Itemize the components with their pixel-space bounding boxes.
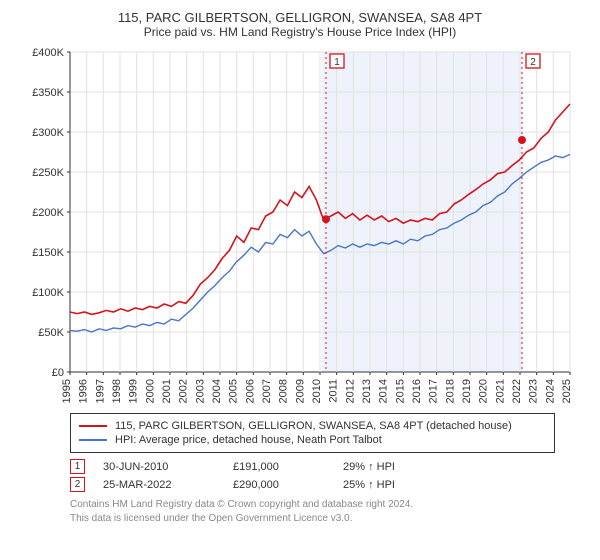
- x-axis-label: 2006: [244, 379, 256, 403]
- x-axis-label: 1998: [111, 379, 123, 403]
- sales-table: 1 30-JUN-2010£191,00029% ↑ HPI 2 25-MAR-202…: [70, 459, 555, 492]
- footer-line-2: This data is licensed under the Open Gov…: [70, 512, 555, 526]
- x-axis-label: 2022: [511, 379, 523, 403]
- x-axis-label: 2000: [144, 379, 156, 403]
- y-axis-label: £400K: [32, 47, 64, 59]
- sale-marker-label: 1: [334, 57, 340, 68]
- x-axis-label: 1995: [61, 379, 73, 403]
- x-axis-label: 2004: [211, 379, 223, 403]
- x-axis-label: 2016: [411, 379, 423, 403]
- x-axis-label: 2012: [344, 379, 356, 403]
- chart-subtitle: Price paid vs. HM Land Registry's House …: [10, 25, 590, 39]
- x-axis-label: 2015: [394, 379, 406, 403]
- x-axis-label: 2019: [461, 379, 473, 403]
- legend-swatch: [79, 439, 107, 441]
- sale-date: 30-JUN-2010: [103, 461, 233, 473]
- y-axis-label: £350K: [32, 87, 64, 99]
- sale-price: £290,000: [233, 479, 343, 491]
- x-axis-label: 2018: [444, 379, 456, 403]
- x-axis-label: 2003: [194, 379, 206, 403]
- sale-date: 25-MAR-2022: [103, 479, 233, 491]
- x-axis-label: 2001: [161, 379, 173, 403]
- x-axis-label: 2024: [544, 379, 556, 403]
- legend-row: 115, PARC GILBERTSON, GELLIGRON, SWANSEA…: [79, 420, 546, 432]
- sale-price: £191,000: [233, 461, 343, 473]
- y-axis-label: £150K: [32, 247, 64, 259]
- legend-label: 115, PARC GILBERTSON, GELLIGRON, SWANSEA…: [115, 420, 512, 432]
- sale-note: 25% ↑ HPI: [343, 479, 395, 491]
- sale-marker-label: 2: [530, 57, 536, 68]
- sale-marker-box: 2: [70, 477, 85, 492]
- x-axis-label: 2007: [261, 379, 273, 403]
- chart-area: £0 £50K £100K £150K £200K £250K £300K £350K £400…: [20, 47, 580, 407]
- x-axis-label: 2009: [294, 379, 306, 403]
- legend-row: HPI: Average price, detached house, Neat…: [79, 434, 546, 446]
- y-axis-label: £0: [52, 367, 64, 379]
- x-axis-label: 2021: [494, 379, 506, 403]
- x-axis-label: 2005: [228, 379, 240, 403]
- line-chart-svg: £0 £50K £100K £150K £200K £250K £300K £350K £400…: [20, 47, 580, 407]
- x-axis-label: 2013: [361, 379, 373, 403]
- footer-attribution: Contains HM Land Registry data © Crown c…: [70, 498, 555, 525]
- x-axis-label: 2002: [178, 379, 190, 403]
- sales-row: 2 25-MAR-2022£290,00025% ↑ HPI: [70, 477, 555, 492]
- x-axis-label: 1997: [94, 379, 106, 403]
- x-axis-label: 2023: [528, 379, 540, 403]
- chart-title: 115, PARC GILBERTSON, GELLIGRON, SWANSEA…: [10, 10, 590, 25]
- x-axis-label: 2010: [311, 379, 323, 403]
- sales-row: 1 30-JUN-2010£191,00029% ↑ HPI: [70, 459, 555, 474]
- y-axis-label: £50K: [38, 327, 64, 339]
- sale-marker-box: 1: [70, 459, 85, 474]
- legend-label: HPI: Average price, detached house, Neat…: [115, 434, 382, 446]
- x-axis-label: 2008: [278, 379, 290, 403]
- x-axis-label: 2025: [561, 379, 573, 403]
- y-axis-label: £200K: [32, 207, 64, 219]
- x-axis-label: 2020: [478, 379, 490, 403]
- y-axis-label: £250K: [32, 167, 64, 179]
- x-axis-label: 1999: [128, 379, 140, 403]
- x-axis-label: 2014: [378, 379, 390, 403]
- legend-box: 115, PARC GILBERTSON, GELLIGRON, SWANSEA…: [70, 413, 555, 453]
- x-axis-label: 2017: [428, 379, 440, 403]
- y-axis-label: £300K: [32, 127, 64, 139]
- x-axis-label: 2011: [328, 379, 340, 403]
- footer-line-1: Contains HM Land Registry data © Crown c…: [70, 498, 555, 512]
- sale-note: 29% ↑ HPI: [343, 461, 395, 473]
- x-axis-label: 1996: [78, 379, 90, 403]
- legend-swatch: [79, 425, 107, 427]
- y-axis-label: £100K: [32, 287, 64, 299]
